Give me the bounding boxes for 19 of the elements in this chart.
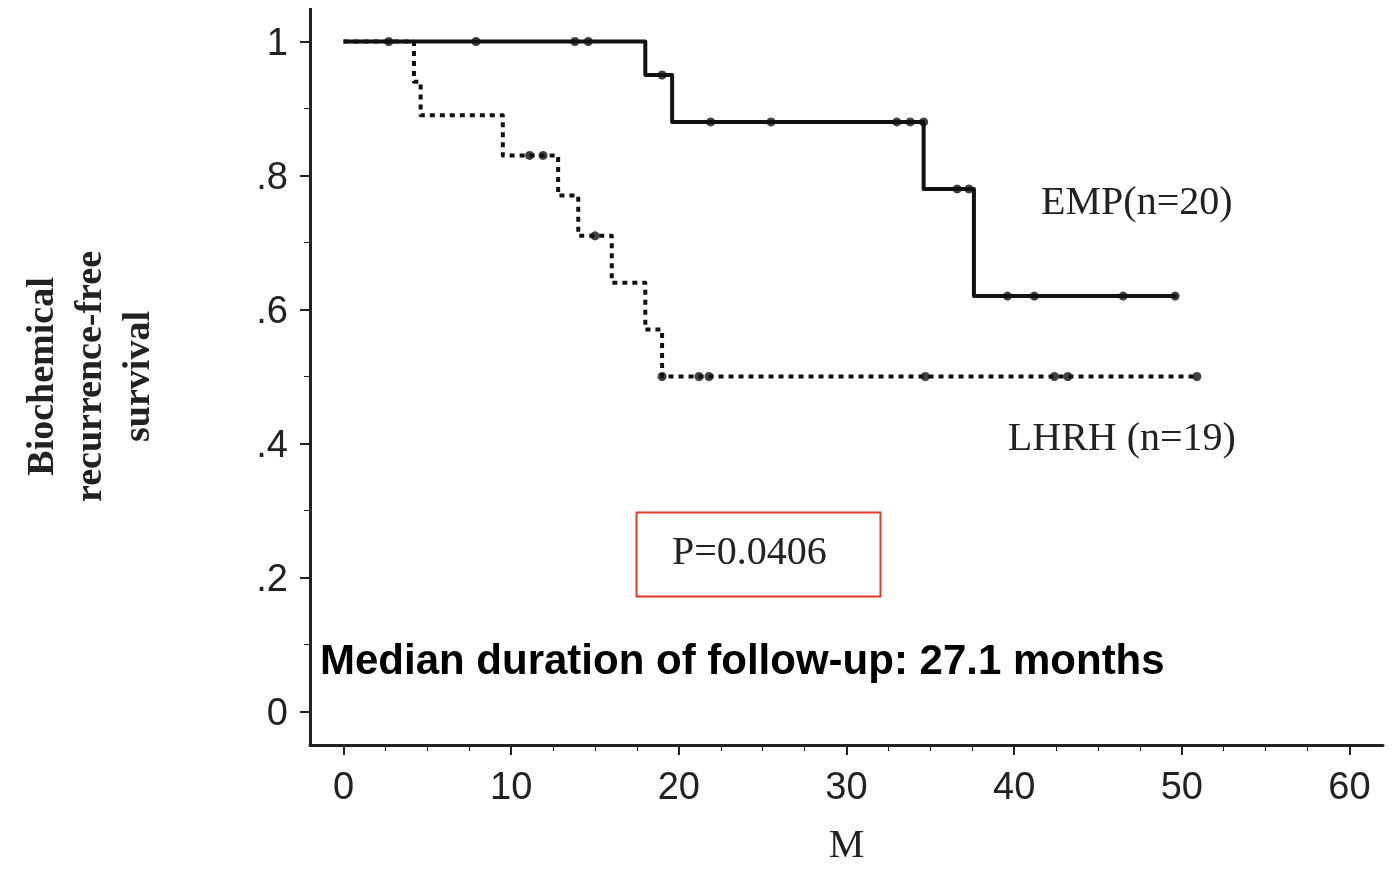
x-tick-label: 40 [993,765,1036,807]
annotation: P=0.0406 [672,527,827,573]
x-tick-label: 0 [332,765,355,807]
x-tick-label: 60 [1328,765,1371,807]
y-tick-label: .2 [256,556,288,599]
y-tick-label: 0 [266,690,288,733]
series-label: LHRH (n=19) [1007,414,1236,459]
x-tick-label: 20 [657,765,700,807]
x-axis-title: M [828,820,865,866]
y-tick-label: .4 [256,422,288,465]
y-tick-label: 1 [266,20,288,63]
series-label: EMP(n=20) [1041,177,1233,223]
y-axis-title: Biochemical recurrence-free survival [19,250,157,503]
x-tick-label: 50 [1160,765,1203,807]
x-tick-label: 10 [490,765,533,807]
annotation: Median duration of follow-up: 27.1 months [320,635,1165,683]
y-tick-label: .8 [256,154,288,197]
y-tick-label: .6 [256,288,288,331]
x-tick-label: 30 [825,765,868,807]
